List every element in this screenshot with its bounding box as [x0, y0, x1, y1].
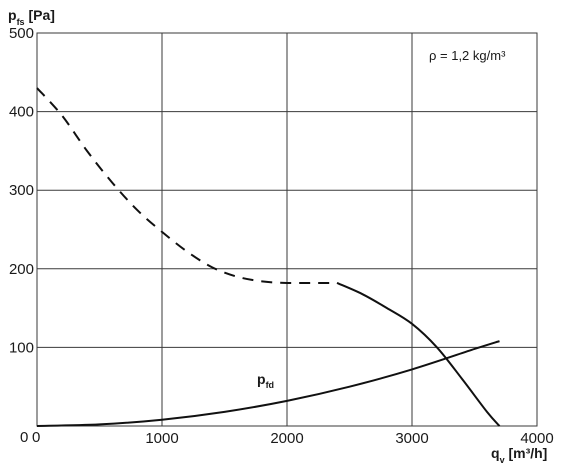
- gridlines: [37, 32, 538, 426]
- x-tick-label: 4000: [520, 430, 553, 447]
- y-tick-label: 500: [9, 25, 34, 42]
- y-axis-label-sub: fs: [17, 17, 25, 27]
- y-axis-label: pfs [Pa]: [8, 7, 55, 27]
- y-axis-label-unit: [Pa]: [25, 7, 55, 23]
- x-axis-ticks: 1000 2000 3000 4000: [145, 430, 553, 447]
- pfd-curve-label-main: p: [257, 371, 266, 387]
- pfd-curve: [36, 340, 500, 427]
- x-tick-label: 1000: [145, 430, 178, 447]
- x-axis-label-unit: [m³/h]: [505, 445, 548, 461]
- x-origin-label: 0: [32, 429, 40, 446]
- pfs-solid-curve: [336, 282, 501, 427]
- y-origin-label: 0: [20, 429, 28, 446]
- y-axis-label-main: p: [8, 7, 17, 23]
- y-tick-label: 100: [9, 339, 34, 356]
- pfd-curve-label-sub: fd: [266, 380, 275, 390]
- density-annotation: ρ = 1,2 kg/m³: [429, 48, 506, 63]
- x-tick-label: 2000: [270, 430, 303, 447]
- pfd-curve-label: pfd: [257, 371, 274, 390]
- x-axis-label: qv [m³/h]: [491, 445, 547, 465]
- y-tick-label: 300: [9, 182, 34, 199]
- pfs-dashed-curve: [36, 87, 337, 285]
- y-tick-label: 200: [9, 261, 34, 278]
- plot-frame: [36, 32, 538, 427]
- curves: [36, 87, 501, 427]
- y-tick-label: 400: [9, 104, 34, 121]
- x-axis-label-main: q: [491, 445, 500, 461]
- x-tick-label: 3000: [395, 430, 428, 447]
- y-axis-ticks: 100 200 300 400 500: [9, 25, 34, 356]
- x-axis-label-sub: v: [500, 455, 505, 465]
